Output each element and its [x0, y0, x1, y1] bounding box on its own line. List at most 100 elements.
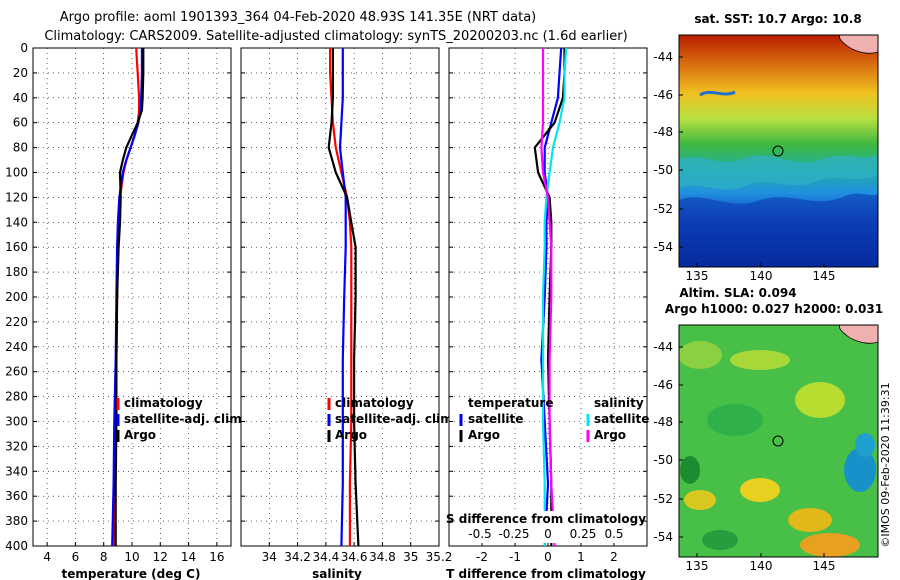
- x-tick-label: 2: [610, 550, 618, 564]
- legend-argo-label: Argo: [335, 428, 367, 442]
- top-tick-label: 0.25: [570, 527, 597, 541]
- top-tick-label: -0.25: [498, 527, 529, 541]
- sst-lat-labels: -44 -46 -48 -50 -52 -54: [653, 50, 683, 254]
- top-tick-label: 0.5: [604, 527, 623, 541]
- difference-lines: [533, 47, 568, 547]
- temperature-lines: [111, 47, 145, 547]
- difference-top-tick-labels: -0.5 -0.25 0 0.25 0.5: [468, 527, 623, 541]
- lon-tick-label: 145: [813, 269, 836, 283]
- temperature-xlabel: temperature (deg C): [62, 567, 201, 580]
- depth-tick-label: 0: [20, 41, 28, 55]
- lat-tick-label: -46: [653, 378, 673, 392]
- temperature-frame: [32, 47, 232, 547]
- lat-tick-label: -44: [653, 50, 673, 64]
- x-tick-label: 4: [43, 550, 51, 564]
- depth-tick-label: 160: [5, 240, 28, 254]
- depth-tick-label: 140: [5, 215, 28, 229]
- x-tick-label: 8: [100, 550, 108, 564]
- difference-x-ticks: -2 -1 0 1 2: [476, 550, 618, 564]
- x-tick-label: 34.6: [341, 550, 368, 564]
- x-tick-label: 12: [153, 550, 168, 564]
- imos-timestamp: ©IMOS 09-Feb-2020 11:39:31: [879, 382, 892, 547]
- land-tasmania: [839, 325, 878, 344]
- salinity-lines: [327, 48, 360, 547]
- sla-lon-labels: 135 140 145: [686, 553, 835, 573]
- series-line-temperature-satellite: [540, 47, 563, 547]
- series-line-salinity-satellite: [541, 47, 568, 546]
- depth-tick-label: 80: [13, 141, 28, 155]
- lon-tick-label: 135: [686, 559, 709, 573]
- legend-satellite-label: satellite-adj. clim.: [335, 412, 457, 426]
- salinity-frame: [240, 47, 440, 547]
- depth-tick-label: 380: [5, 514, 28, 528]
- sla-patch: [844, 448, 876, 492]
- sla-map: Altim. SLA: 0.094 Argo h1000: 0.027 h200…: [653, 286, 883, 573]
- sla-patch: [800, 533, 860, 557]
- sla-map-title-2: Argo h1000: 0.027 h2000: 0.031: [665, 302, 883, 316]
- x-tick-label: 10: [124, 550, 139, 564]
- depth-tick-label: 340: [5, 464, 28, 478]
- depth-tick-label: 260: [5, 365, 28, 379]
- x-tick-label: 35: [403, 550, 418, 564]
- x-tick-label: -1: [509, 550, 521, 564]
- legend-climatology-label: climatology: [335, 396, 414, 410]
- sst-eddy: [699, 90, 736, 97]
- legend-sal-argo-label: Argo: [594, 428, 626, 442]
- salinity-legend: climatology satellite-adj. clim. Argo: [327, 396, 457, 442]
- depth-tick-label: 180: [5, 265, 28, 279]
- lon-tick-label: 140: [750, 269, 773, 283]
- temperature-legend: climatology satellite-adj. clim. Argo: [116, 396, 246, 442]
- sla-patch: [855, 433, 875, 457]
- top-tick-label: 0: [544, 527, 552, 541]
- lat-tick-label: -54: [653, 530, 673, 544]
- depth-tick-label: 400: [5, 539, 28, 553]
- x-tick-label: 34.2: [284, 550, 311, 564]
- depth-tick-label: 200: [5, 290, 28, 304]
- x-tick-label: 16: [209, 550, 224, 564]
- legend-temp-satellite-label: satellite: [468, 412, 523, 426]
- sst-map-title: sat. SST: 10.7 Argo: 10.8: [694, 12, 861, 26]
- sla-map-image: [679, 325, 878, 557]
- x-tick-label: -2: [476, 550, 488, 564]
- x-tick-label: 1: [577, 550, 585, 564]
- argo-location-marker: [772, 435, 784, 447]
- lat-tick-label: -52: [653, 202, 673, 216]
- legend-temp-argo-label: Argo: [468, 428, 500, 442]
- difference-panel: -2 -1 0 1 2 T difference from climatology S …: [446, 47, 649, 580]
- sla-patch: [730, 350, 790, 370]
- series-line-satellite-adj-clim-: [338, 48, 347, 547]
- lat-tick-label: -52: [653, 492, 673, 506]
- temperature-panel: 4 6 8 10 12 14 16 temperature (deg C) climatol…: [32, 47, 246, 580]
- difference-xlabel: T difference from climatology: [446, 567, 646, 580]
- x-tick-label: 34: [262, 550, 277, 564]
- depth-tick-label: 120: [5, 190, 28, 204]
- sla-patch: [795, 382, 845, 418]
- depth-tick-label: 320: [5, 439, 28, 453]
- sst-map-image: [679, 35, 878, 267]
- sla-patch: [679, 341, 722, 369]
- depth-tick-label: 280: [5, 390, 28, 404]
- legend-heading-salinity: salinity: [594, 396, 644, 410]
- temperature-grid: [33, 47, 231, 547]
- lat-tick-label: -50: [653, 453, 673, 467]
- x-tick-label: 35.2: [426, 550, 453, 564]
- x-tick-label: 6: [72, 550, 80, 564]
- lat-tick-label: -44: [653, 340, 673, 354]
- lat-tick-label: -54: [653, 240, 673, 254]
- legend-satellite-label: satellite-adj. clim.: [124, 412, 246, 426]
- lat-tick-label: -48: [653, 125, 673, 139]
- depth-tick-label: 360: [5, 489, 28, 503]
- sst-lon-labels: 135 140 145: [686, 263, 836, 283]
- salinity-x-ticks: 34 34.2 34.4 34.6 34.8 35 35.2: [262, 550, 453, 564]
- difference-legend: temperature salinity satellite Argo sate…: [459, 396, 649, 442]
- sst-cold-pool: [679, 193, 878, 267]
- title-line-1: Argo profile: aoml 1901393_364 04-Feb-20…: [60, 10, 537, 25]
- depth-tick-label: 300: [5, 415, 28, 429]
- lon-tick-label: 135: [686, 269, 709, 283]
- land-tasmania: [839, 35, 878, 54]
- x-tick-label: 34.8: [369, 550, 396, 564]
- series-line-argo: [327, 48, 360, 547]
- legend-climatology-label: climatology: [124, 396, 203, 410]
- lat-tick-label: -50: [653, 163, 673, 177]
- sla-map-frame: [678, 324, 879, 558]
